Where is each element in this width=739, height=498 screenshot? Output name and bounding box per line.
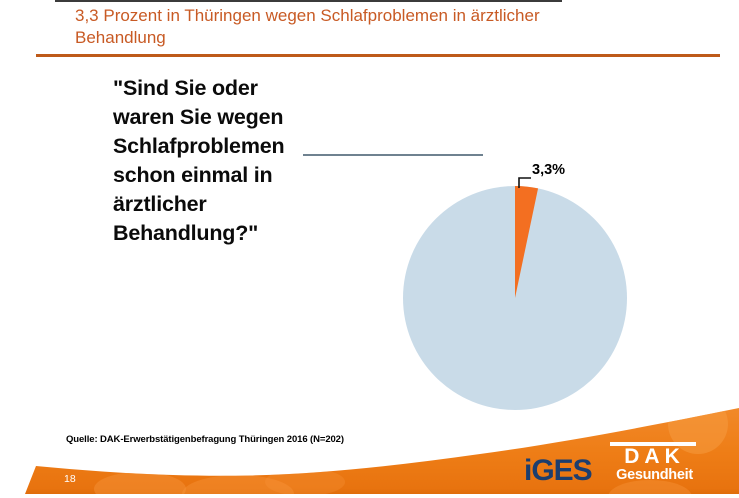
- title-underline: [36, 54, 720, 57]
- slide-title: 3,3 Prozent in Thüringen wegen Schlafpro…: [75, 6, 540, 47]
- pie-chart: 3,3%: [403, 162, 627, 410]
- dak-logo-bar: [610, 442, 696, 446]
- survey-question-text: "Sind Sie oder waren Sie wegen Schlafpro…: [113, 76, 285, 245]
- pie-label-leader-line: [518, 177, 531, 188]
- iges-logo: iGES: [524, 454, 593, 487]
- pie-data-label: 3,3%: [532, 162, 565, 178]
- top-edge-line: [55, 0, 562, 2]
- callout-line: [303, 154, 483, 156]
- footer-wave-shape: [25, 408, 739, 494]
- dak-logo-word: DAK: [624, 445, 685, 468]
- page-number: 18: [64, 473, 76, 485]
- pie-slice-small: [515, 186, 539, 298]
- footer-wave-band: [25, 408, 739, 494]
- source-note: Quelle: DAK-Erwerbstätigenbefragung Thür…: [66, 434, 344, 445]
- dak-logo-subtitle: Gesundheit: [616, 467, 693, 483]
